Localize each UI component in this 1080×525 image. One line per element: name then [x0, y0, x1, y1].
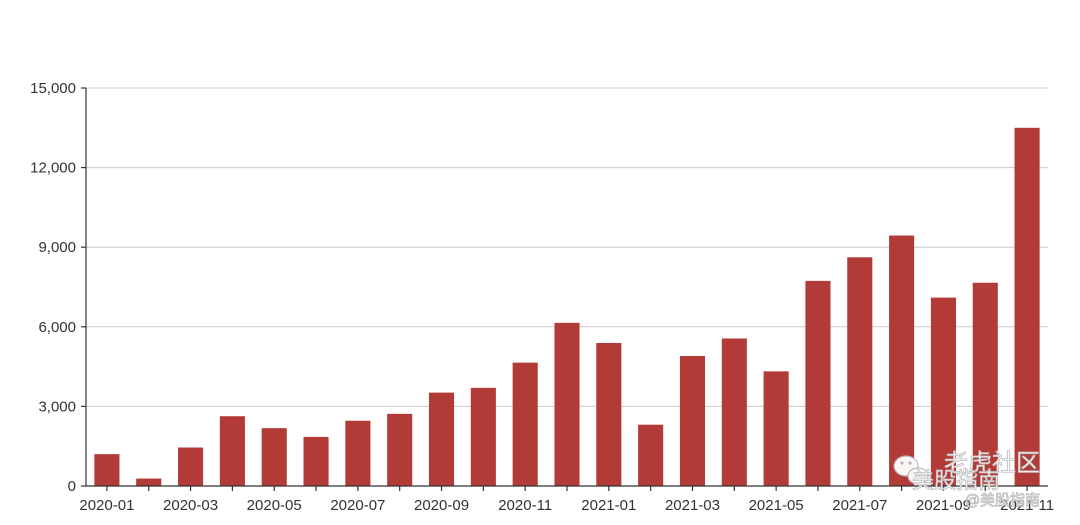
bar-2020-11: [512, 362, 538, 486]
bar-2020-01: [94, 454, 120, 486]
bar-2021-05: [763, 371, 789, 486]
bar-2020-08: [387, 413, 413, 486]
bar-2021-03: [679, 355, 706, 486]
bar-2021-07: [847, 257, 873, 486]
y-tick-label: 0: [68, 478, 76, 495]
bar-2021-02: [638, 424, 664, 486]
watermark: 老虎社区 美股指南 @美股指南: [893, 449, 1040, 509]
bar-2020-12: [554, 322, 580, 486]
y-tick-label: 9,000: [38, 239, 76, 256]
bar-2020-06: [303, 436, 329, 486]
y-tick-label: 15,000: [30, 80, 76, 97]
y-axis-ticks: 0 3,000 6,000 9,000 12,000 15,000: [30, 80, 86, 495]
bar-2021-08: [889, 235, 915, 486]
bar-2021-01: [596, 342, 622, 486]
bar-2021-11: [1014, 127, 1040, 487]
bar-2020-09: [428, 392, 455, 486]
watermark-line1: 老虎社区: [944, 449, 1040, 477]
bar-2020-07: [345, 420, 371, 486]
x-axis-ticks: 2020-01 2020-03 2020-05 2020-07 2020-09 2020-…: [79, 486, 1054, 514]
bar-2020-10: [470, 387, 496, 486]
bar-2020-04: [219, 416, 245, 486]
watermark-line3: @美股指南: [965, 491, 1040, 509]
x-tick-label: 2020-03: [163, 497, 218, 514]
bar-2021-09: [930, 297, 956, 486]
x-tick-label: 2021-03: [665, 497, 720, 514]
watermark-line2: 美股指南: [912, 469, 1000, 494]
bar-2021-10: [972, 282, 998, 486]
y-tick-label: 6,000: [38, 319, 76, 336]
x-tick-label: 2021-09: [916, 497, 971, 514]
x-tick-label: 2020-05: [247, 497, 302, 514]
x-tick-label: 2020-07: [330, 497, 385, 514]
x-tick-label: 2021-07: [832, 497, 887, 514]
bar-2020-05: [261, 428, 287, 486]
x-tick-label: 2020-01: [79, 497, 134, 514]
bar-2020-03: [178, 447, 204, 486]
x-tick-label: 2020-09: [414, 497, 469, 514]
bar-series: [94, 127, 1040, 487]
bar-2021-06: [805, 280, 831, 486]
bar-2021-04: [721, 338, 747, 486]
x-tick-label: 2021-01: [581, 497, 636, 514]
y-tick-label: 12,000: [30, 160, 76, 177]
x-tick-label: 2021-05: [749, 497, 804, 514]
x-tick-label: 2021-11: [1000, 497, 1054, 514]
bar-2020-02: [136, 478, 162, 486]
x-tick-label: 2020-11: [498, 497, 552, 514]
wechat-icon: [893, 455, 929, 485]
y-tick-label: 3,000: [38, 398, 76, 415]
grid-lines: [86, 87, 1048, 407]
